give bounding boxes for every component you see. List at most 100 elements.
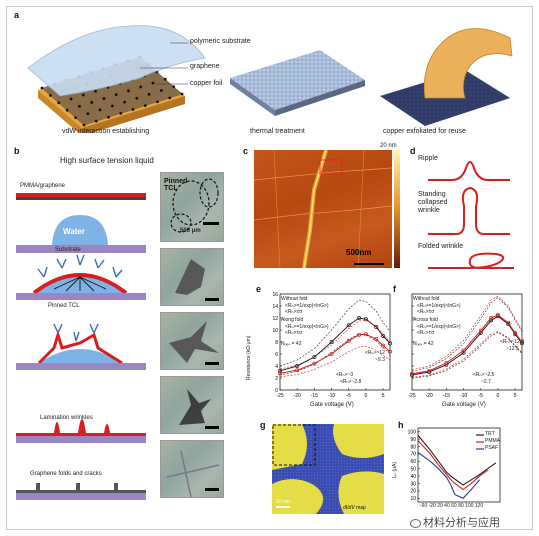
scale-bar-c	[354, 263, 384, 265]
y-tick-label: 6	[275, 352, 278, 358]
data-point	[295, 364, 300, 368]
lattice-atom	[40, 86, 44, 90]
xticks-h: -60 -20 20 40 60 80 100 120	[420, 503, 484, 509]
y-tick-label: 0	[275, 388, 278, 394]
scale-bar-g	[276, 506, 290, 508]
map-label: dI/dV map	[343, 505, 366, 511]
plot-frame	[417, 427, 501, 503]
data-point	[312, 355, 317, 359]
optical-photo-1	[160, 172, 224, 242]
watermark: 材料分析与应用	[410, 514, 500, 530]
data-point	[312, 361, 317, 366]
band-lower	[279, 333, 391, 376]
legend-across: Across fold	[413, 317, 438, 323]
panel-e-label: e	[256, 284, 262, 294]
graphene-label: graphene	[190, 63, 220, 70]
y-tick-label: 10	[410, 496, 416, 502]
band-upper	[279, 299, 391, 367]
caption-vdw: vdW interaction establishing	[62, 128, 150, 135]
data-point	[278, 371, 282, 376]
lattice-atom	[131, 108, 135, 111]
annotation: ~9.3	[375, 357, 385, 363]
lattice-atom	[94, 119, 98, 123]
lattice-atom	[81, 93, 85, 97]
lattice-atom	[86, 112, 90, 116]
legend-along: Along fold	[281, 317, 304, 323]
lattice-atom	[119, 111, 123, 115]
data-point	[374, 325, 379, 329]
lattice-atom	[110, 104, 114, 108]
standing-wrinkle-label: Standing collapsed wrinkle	[418, 191, 448, 215]
copper-exfoliated-block	[380, 28, 513, 126]
y-tick-label: 100	[408, 430, 417, 436]
data-point	[506, 320, 511, 325]
scale-bar	[203, 222, 219, 225]
x-tick-label: 5	[514, 393, 517, 399]
n-obs: Nₒₑₛ = 42	[281, 341, 302, 347]
y-tick-label: 2	[275, 376, 278, 382]
height-colorbar	[394, 150, 400, 268]
data-point	[427, 368, 432, 373]
legend-trt: TRT	[485, 431, 495, 437]
xlabel-e: Gate voltage (V)	[310, 402, 354, 408]
data-point	[278, 368, 282, 373]
lattice-atom	[114, 93, 118, 97]
figure-frame	[6, 6, 533, 530]
height-label: 20 nm	[380, 143, 397, 149]
band-lower	[411, 332, 523, 379]
data-point	[357, 332, 362, 337]
lattice-atom	[147, 92, 151, 96]
x-tick-label: -15	[443, 393, 450, 399]
x-tick-label: -25	[276, 393, 283, 399]
caption-thermal: thermal treatment	[250, 128, 305, 135]
annotation: <Rₕ>~2.5	[473, 372, 495, 378]
series-line	[279, 333, 391, 374]
data-point	[461, 350, 466, 355]
scale-label-g: 10 nm	[276, 499, 290, 505]
y-tick-label: 30	[410, 481, 416, 487]
panel-a-illustration	[27, 25, 513, 133]
y-tick-label: 8	[275, 340, 278, 346]
y-tick-label: 10	[272, 328, 278, 334]
xlabel-f: Gate voltage (V)	[442, 402, 486, 408]
optical-photo-2	[160, 248, 224, 306]
data-point	[489, 316, 494, 320]
copper-foil-label: copper foil	[190, 80, 223, 87]
series-line-psaf	[417, 451, 480, 499]
band-upper	[279, 319, 391, 370]
lattice-atom	[135, 96, 139, 100]
x-tick-label: 0	[497, 393, 500, 399]
y-tick-label: 70	[410, 452, 416, 458]
optical-photo-3	[160, 312, 224, 370]
lattice-atom	[143, 104, 147, 108]
y-tick-label: 4	[275, 364, 278, 370]
legend-r-formula: <Rₕ>=1/exp(<lnG>)	[417, 303, 461, 309]
y-tick-label: 16	[272, 292, 278, 298]
legend-without: Without fold	[281, 296, 308, 302]
x-tick-label: -10	[328, 393, 335, 399]
folds-cracks-label: Graphene folds and cracks	[30, 471, 102, 477]
x-tick-label: -25	[408, 393, 415, 399]
data-point	[346, 338, 351, 343]
band-lower	[411, 331, 523, 378]
panel-f-label: f	[393, 284, 396, 294]
pinned-tcl-photo-label: Pinned TCL	[164, 178, 188, 193]
data-point	[495, 313, 500, 317]
data-point	[520, 340, 524, 344]
legend-r-band: <Rₕ>±σ	[285, 330, 303, 336]
lattice-atom	[127, 89, 130, 93]
x-tick-label: -5	[479, 393, 484, 399]
lattice-atom	[94, 89, 97, 93]
legend-pmma: PMMA	[485, 438, 500, 444]
series-line-pmma	[417, 440, 489, 491]
lattice-atom	[98, 108, 102, 112]
panel-d-label: d	[410, 146, 416, 156]
caption-copper-exfoliated: copper exfoliated for reuse	[383, 128, 466, 135]
lattice-atom	[57, 101, 61, 105]
lattice-atom	[65, 108, 69, 112]
y-tick-label: 90	[410, 437, 416, 443]
x-tick-label: -20	[294, 393, 301, 399]
substrate-label: Substrate	[55, 247, 81, 253]
data-point	[295, 368, 300, 373]
